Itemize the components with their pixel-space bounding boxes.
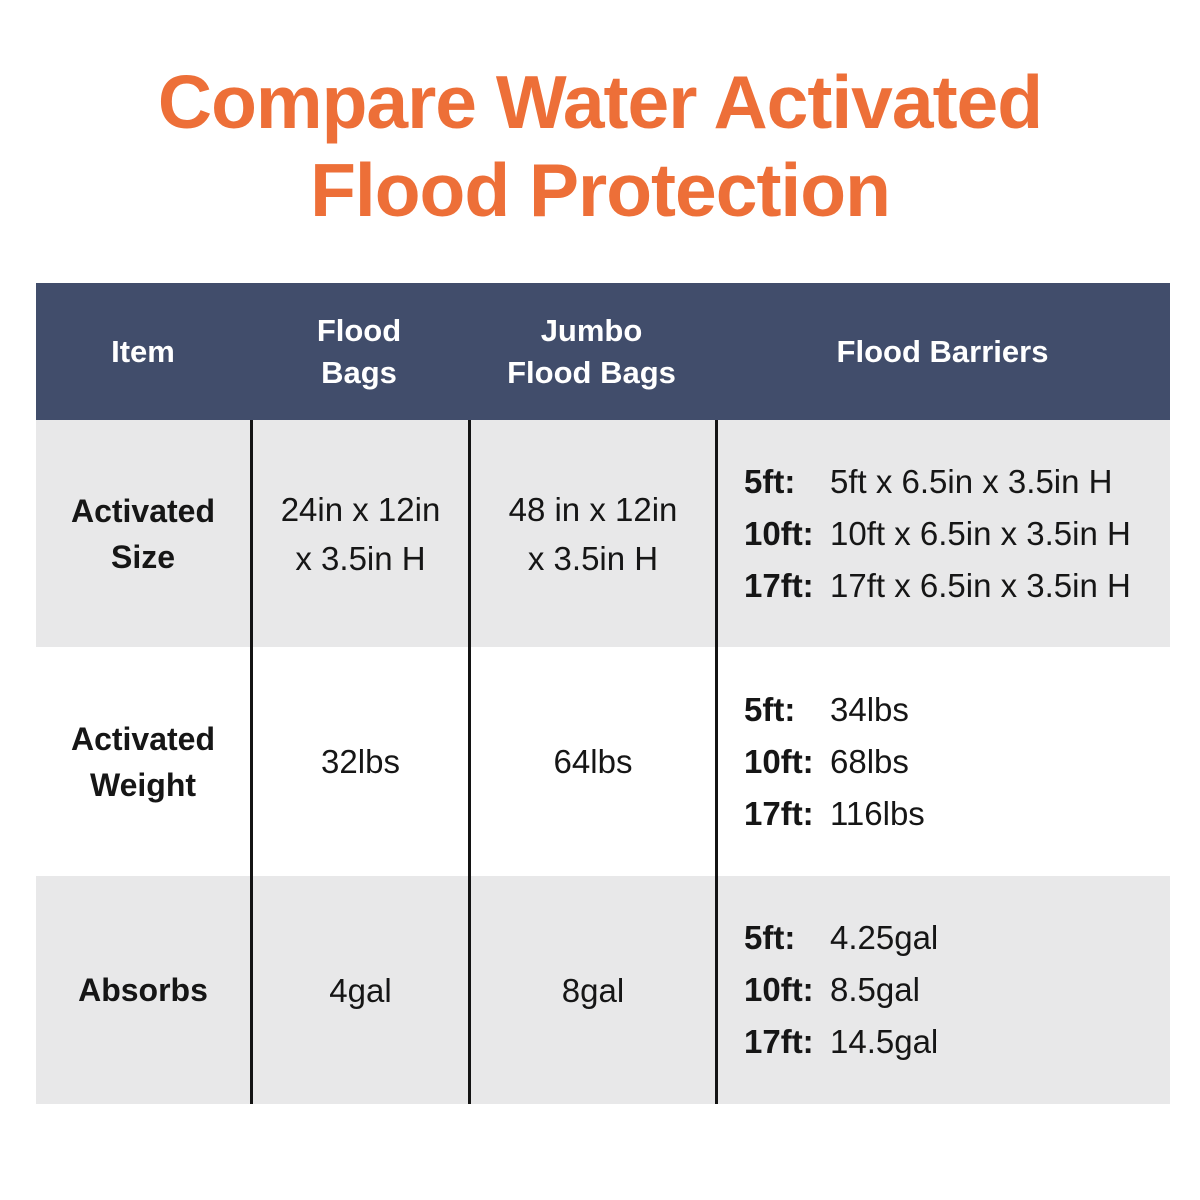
cell-line: 8gal — [561, 971, 625, 1009]
barrier-value: 10ft x 6.5in x 3.5in H — [830, 514, 1131, 552]
cell-line: 32lbs — [321, 743, 400, 780]
jumbo-flood-bags-weight-cell: 64lbs — [468, 647, 715, 876]
barrier-line-5ft: 5ft: 4.25gal — [744, 912, 938, 964]
barrier-line-5ft: 5ft: 5ft x 6.5in x 3.5in H — [744, 456, 1112, 508]
cell-line: 4gal — [329, 971, 392, 1009]
flood-barriers-weight-cell: 5ft: 34lbs 10ft: 68lbs 17ft: 116lbs — [715, 647, 1170, 876]
table-row-activated-size: Activated Size 24in x 12in x 3.5in H 48 … — [36, 420, 1170, 647]
barrier-value: 14.5gal — [830, 1023, 939, 1060]
row-label-activated-size: Activated Size — [36, 420, 250, 647]
table-header-row: Item Flood Bags Jumbo Flood Bags Flood B… — [36, 283, 1170, 420]
barrier-value: 68lbs — [830, 742, 909, 780]
cell-line: 64lbs — [553, 743, 633, 780]
barrier-line-17ft: 17ft: 116lbs — [744, 788, 925, 840]
barrier-line-17ft: 17ft: 17ft x 6.5in x 3.5in H — [744, 560, 1131, 612]
barrier-size-prefix: 5ft: — [744, 919, 796, 956]
barrier-size-prefix: 17ft: — [744, 566, 814, 604]
cell-line: 48 in x 12in — [508, 490, 678, 528]
label-line: Activated — [70, 720, 216, 757]
barrier-size-prefix: 5ft: — [744, 462, 796, 500]
header-cell-item: Item — [36, 283, 250, 420]
label-line: Absorbs — [78, 972, 208, 1008]
comparison-table: Item Flood Bags Jumbo Flood Bags Flood B… — [36, 283, 1170, 1104]
flood-barriers-absorbs-cell: 5ft: 4.25gal 10ft: 8.5gal 17ft: 14.5gal — [715, 876, 1170, 1104]
flood-bags-weight-cell: 32lbs — [250, 647, 468, 876]
barrier-size-prefix: 10ft: — [744, 742, 814, 780]
barrier-line-10ft: 10ft: 8.5gal — [744, 964, 920, 1016]
barrier-size-prefix: 17ft: — [744, 1023, 814, 1060]
jumbo-flood-bags-size-cell: 48 in x 12in x 3.5in H — [468, 420, 715, 647]
header-flood-bags-line-2: Bags — [321, 354, 397, 390]
barrier-value: 8.5gal — [830, 971, 920, 1008]
flood-bags-size-cell: 24in x 12in x 3.5in H — [250, 420, 468, 647]
table-row-absorbs: Absorbs 4gal 8gal 5ft: 4.25gal 10ft: 8.5… — [36, 876, 1170, 1104]
barrier-value: 34lbs — [830, 690, 909, 728]
page-title-line-1: Compare Water Activated — [157, 60, 1043, 144]
cell-line: 24in x 12in — [280, 490, 441, 528]
label-line: Activated — [70, 492, 216, 529]
barrier-line-17ft: 17ft: 14.5gal — [744, 1016, 938, 1068]
barrier-value: 4.25gal — [830, 919, 939, 956]
row-label-activated-weight: Activated Weight — [36, 647, 250, 876]
barrier-line-10ft: 10ft: 68lbs — [744, 736, 909, 788]
barrier-value: 5ft x 6.5in x 3.5in H — [830, 462, 1113, 500]
page-title: Compare Water Activated Flood Protection — [0, 0, 1200, 234]
header-cell-flood-bags: Flood Bags — [250, 283, 468, 420]
page-title-line-2: Flood Protection — [310, 148, 891, 232]
row-label-absorbs: Absorbs — [36, 876, 250, 1104]
label-line: Size — [110, 538, 176, 575]
barrier-size-prefix: 17ft: — [744, 794, 814, 832]
table-row-activated-weight: Activated Weight 32lbs 64lbs 5ft: 34lbs … — [36, 647, 1170, 876]
barrier-line-5ft: 5ft: 34lbs — [744, 684, 909, 736]
cell-line: x 3.5in H — [527, 539, 659, 577]
header-cell-jumbo-flood-bags: Jumbo Flood Bags — [468, 283, 715, 420]
flood-bags-absorbs-cell: 4gal — [250, 876, 468, 1104]
cell-line: x 3.5in H — [295, 539, 426, 577]
header-item-label: Item — [111, 333, 175, 369]
jumbo-flood-bags-absorbs-cell: 8gal — [468, 876, 715, 1104]
barrier-size-prefix: 10ft: — [744, 971, 814, 1008]
barrier-size-prefix: 10ft: — [744, 514, 814, 552]
header-flood-bags-line-1: Flood — [316, 312, 402, 348]
barrier-line-10ft: 10ft: 10ft x 6.5in x 3.5in H — [744, 508, 1131, 560]
header-jumbo-line-1: Jumbo — [540, 312, 643, 348]
barrier-value: 116lbs — [830, 794, 925, 832]
header-jumbo-line-2: Flood Bags — [507, 354, 676, 390]
label-line: Weight — [89, 766, 197, 803]
flood-barriers-size-cell: 5ft: 5ft x 6.5in x 3.5in H 10ft: 10ft x … — [715, 420, 1170, 647]
header-cell-flood-barriers: Flood Barriers — [715, 283, 1170, 420]
barrier-size-prefix: 5ft: — [744, 690, 796, 728]
barrier-value: 17ft x 6.5in x 3.5in H — [830, 566, 1131, 604]
header-barriers-label: Flood Barriers — [836, 333, 1049, 369]
